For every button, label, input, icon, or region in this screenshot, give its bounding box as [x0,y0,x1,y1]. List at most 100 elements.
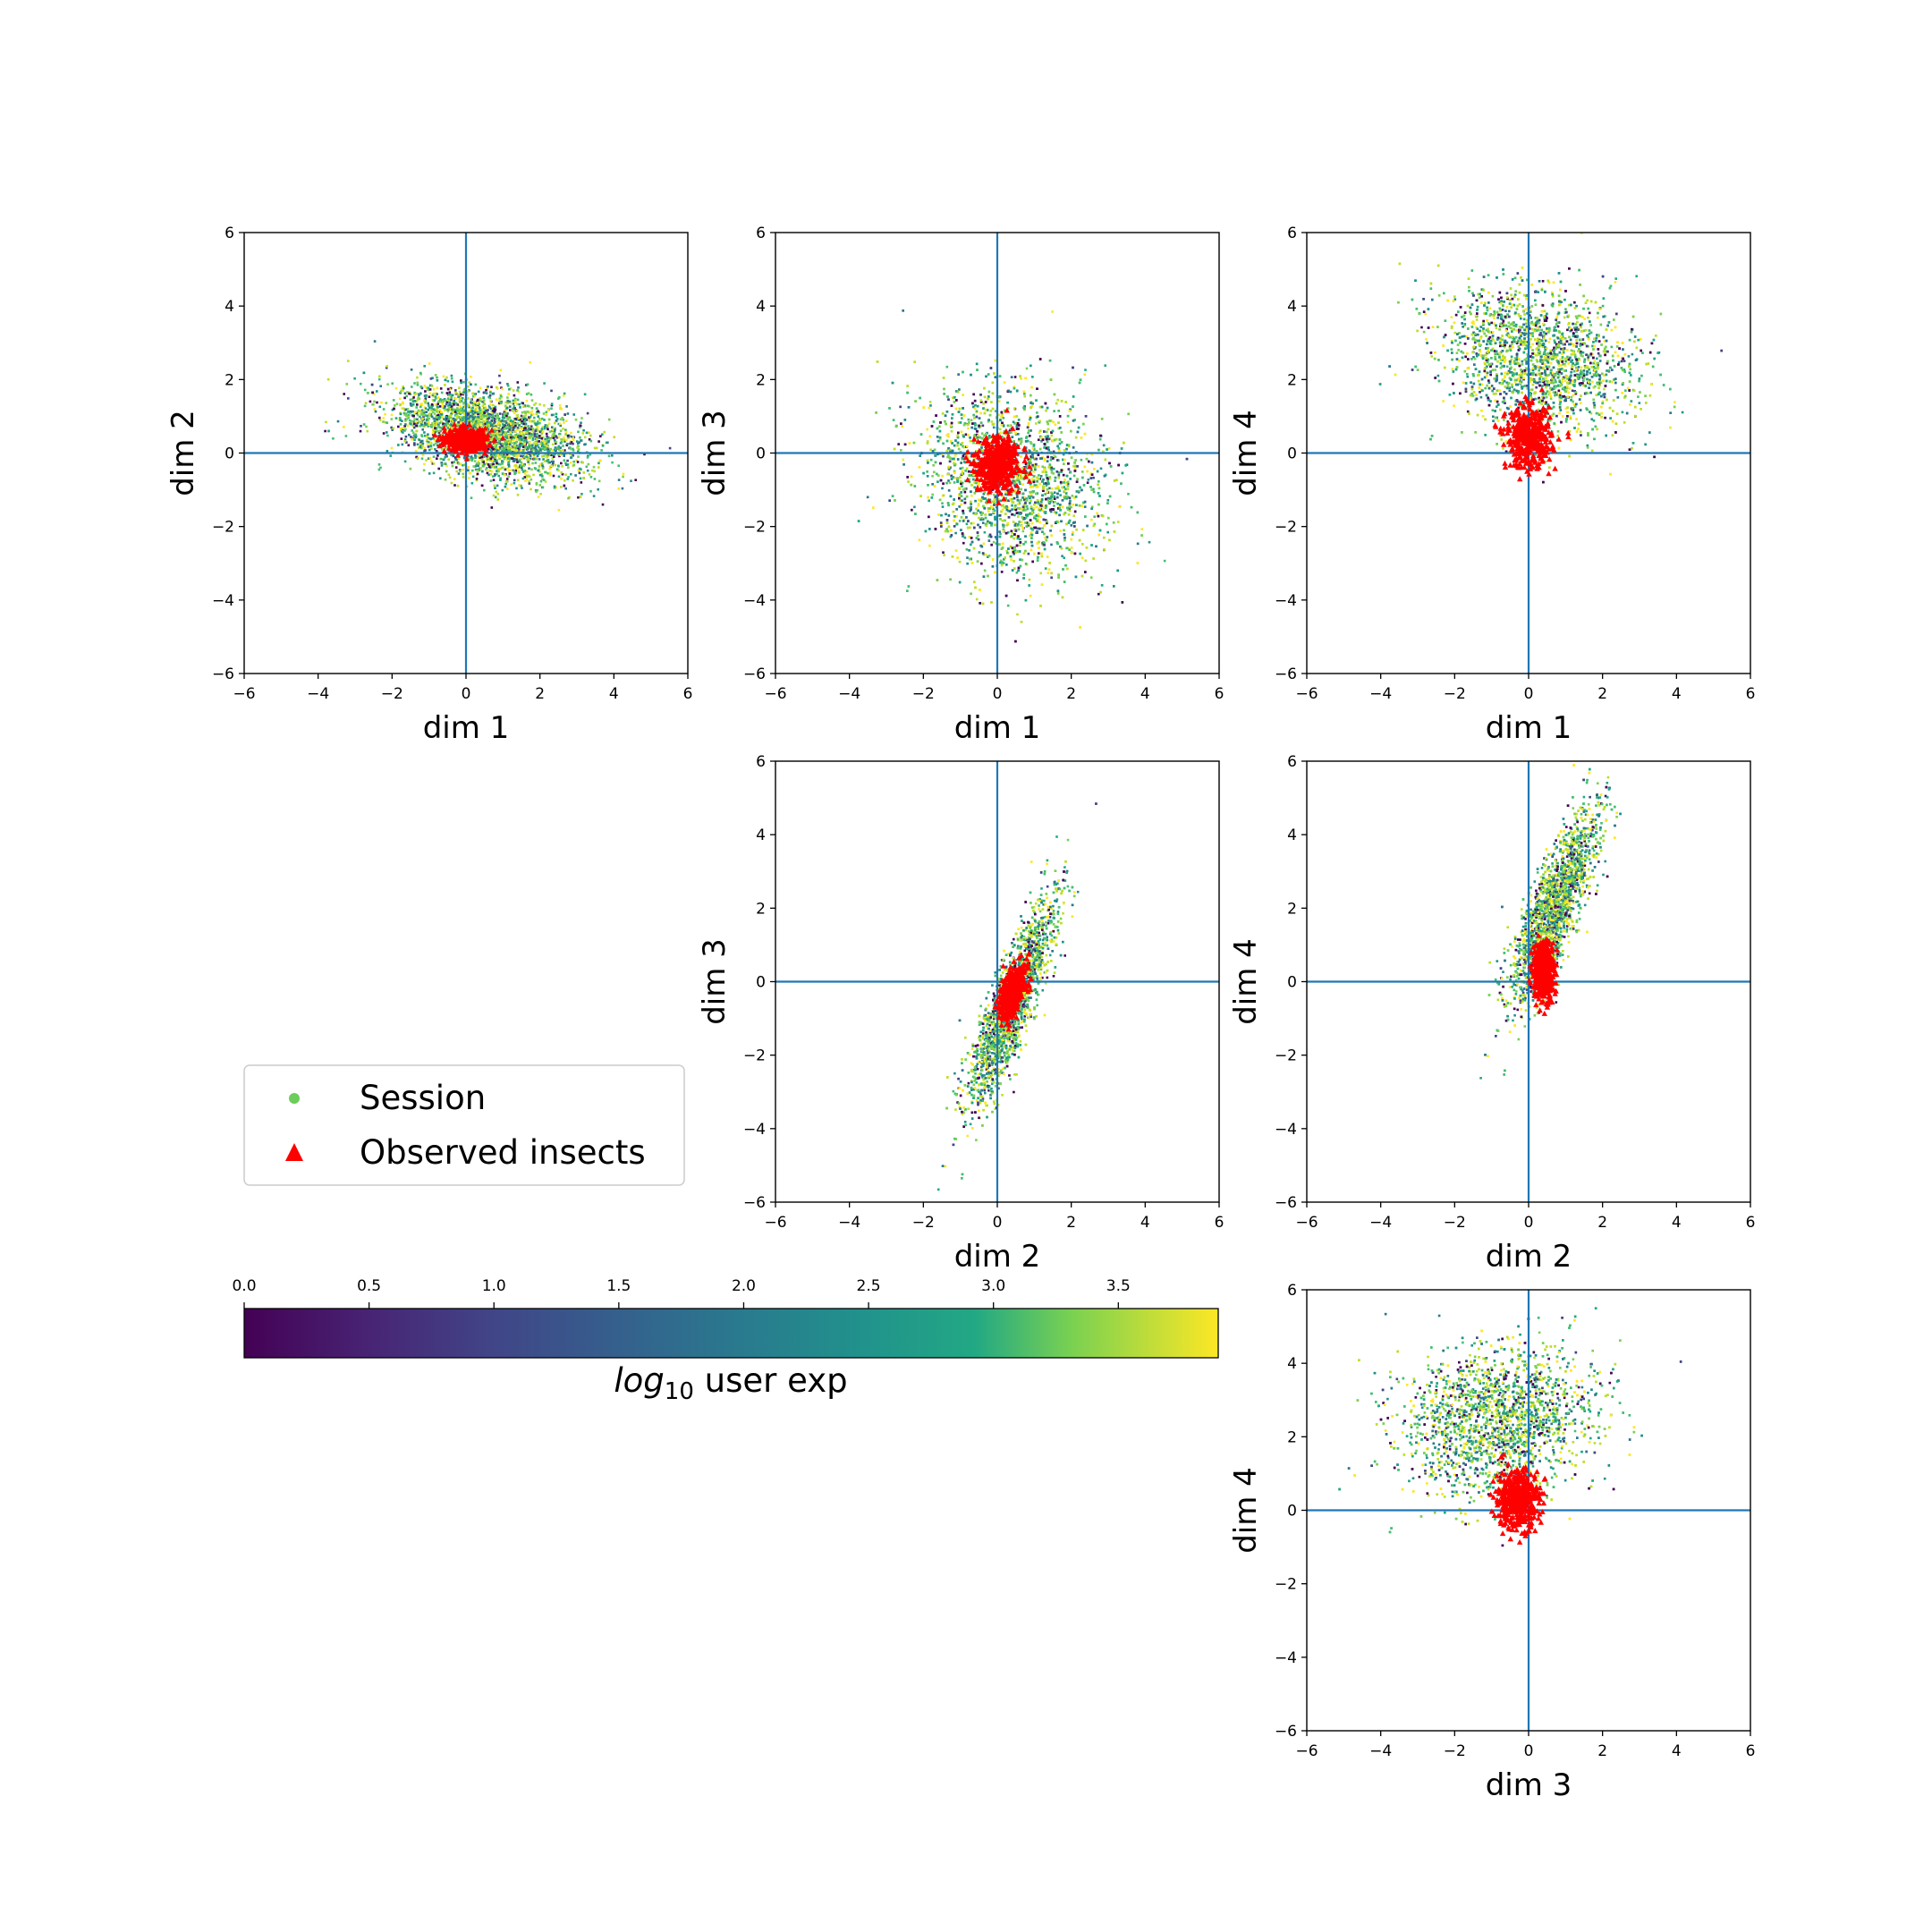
session-point [546,438,549,441]
insect-point [472,436,479,443]
session-point [463,463,466,467]
session-point [1025,367,1029,370]
insect-marker-icon [285,1143,303,1161]
session-point [553,485,556,488]
session-point [559,449,563,453]
session-point [488,394,492,397]
session-point [535,428,538,431]
session-point [445,399,447,402]
session-point [512,402,515,405]
session-point [413,418,416,420]
session-point [501,419,504,422]
session-point [538,417,541,420]
session-point [487,456,490,460]
session-point [520,461,523,464]
session-point [562,419,565,421]
session-point [463,410,466,412]
session-point [564,433,567,436]
session-point [427,433,429,436]
session-point [523,463,526,466]
session-point [407,444,411,447]
session-point [445,408,448,411]
session-point [444,378,447,382]
session-point [557,445,561,448]
insect-point [432,432,438,438]
session-point [456,415,459,419]
session-point [557,436,561,439]
session-point [450,453,453,457]
session-point [526,447,530,451]
session-point [403,440,407,443]
insect-point [469,445,475,451]
session-point [443,418,445,420]
session-point [497,462,500,466]
session-point [601,433,604,436]
session-point [462,468,464,471]
session-point [504,409,507,411]
session-point [523,442,527,445]
session-point [468,405,470,409]
session-point [545,413,548,417]
session-point [416,443,419,446]
session-point [427,402,429,405]
session-point [512,410,514,412]
session-point [386,434,389,437]
session-point [424,395,428,399]
session-point [516,398,520,402]
session-point [471,406,474,410]
session-point [533,419,536,423]
session-point [402,411,406,415]
session-point [422,413,425,416]
session-point [459,462,462,465]
session-point [479,421,482,424]
session-point [506,457,510,460]
session-point [467,466,470,469]
session-point [554,421,556,425]
session-point [451,394,454,397]
session-point [442,458,445,462]
session-point [589,490,592,493]
insect-point [441,447,447,453]
session-point [492,403,495,407]
session-point [448,393,452,396]
session-point [430,424,434,427]
session-point [551,436,554,439]
session-point [545,455,547,459]
session-point [555,441,558,444]
session-point [492,462,495,466]
session-point [531,428,535,430]
session-point [514,453,517,457]
session-point [448,391,452,394]
session-point [531,438,535,442]
session-point [493,450,496,453]
session-point [484,422,487,426]
session-point [560,486,563,488]
session-point [483,410,487,413]
session-point [434,430,436,434]
session-point [496,484,499,487]
session-point [492,392,495,395]
session-point [402,386,404,388]
session-point [522,433,525,436]
session-point [538,458,541,461]
session-point [411,397,414,401]
session-point [461,409,464,412]
session-point [326,377,330,381]
session-point [538,440,540,443]
session-point [507,430,510,433]
session-point [516,426,520,429]
session-point [540,428,544,430]
session-point [513,481,516,485]
session-point [504,439,506,443]
session-point [521,436,525,440]
session-point [551,443,555,446]
session-point [560,438,563,441]
session-point [507,465,511,468]
session-point [533,467,537,470]
session-point [545,441,548,444]
session-point [495,386,498,389]
session-point [401,387,403,391]
session-point [462,402,465,405]
session-point [555,486,557,489]
